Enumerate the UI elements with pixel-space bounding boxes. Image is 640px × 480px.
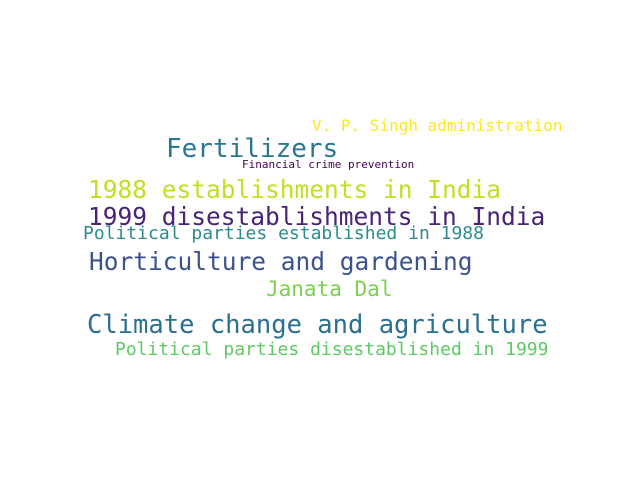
word: Fertilizers [166, 134, 339, 164]
word: Climate change and agriculture [87, 310, 548, 340]
word: Financial crime prevention [242, 158, 415, 171]
word: V. P. Singh administration [312, 116, 563, 135]
word: Political parties disestablished in 1999 [115, 339, 549, 360]
word: Horticulture and gardening [89, 247, 473, 276]
word: 1999 disestablishments in India [88, 202, 546, 231]
word: 1988 establishments in India [88, 175, 502, 204]
word: Janata Dal [266, 277, 393, 301]
word: Political parties established in 1988 [83, 223, 484, 244]
